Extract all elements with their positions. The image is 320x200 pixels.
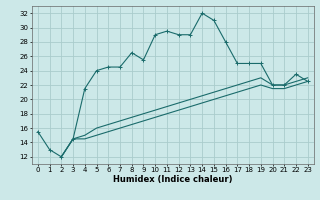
- X-axis label: Humidex (Indice chaleur): Humidex (Indice chaleur): [113, 175, 233, 184]
